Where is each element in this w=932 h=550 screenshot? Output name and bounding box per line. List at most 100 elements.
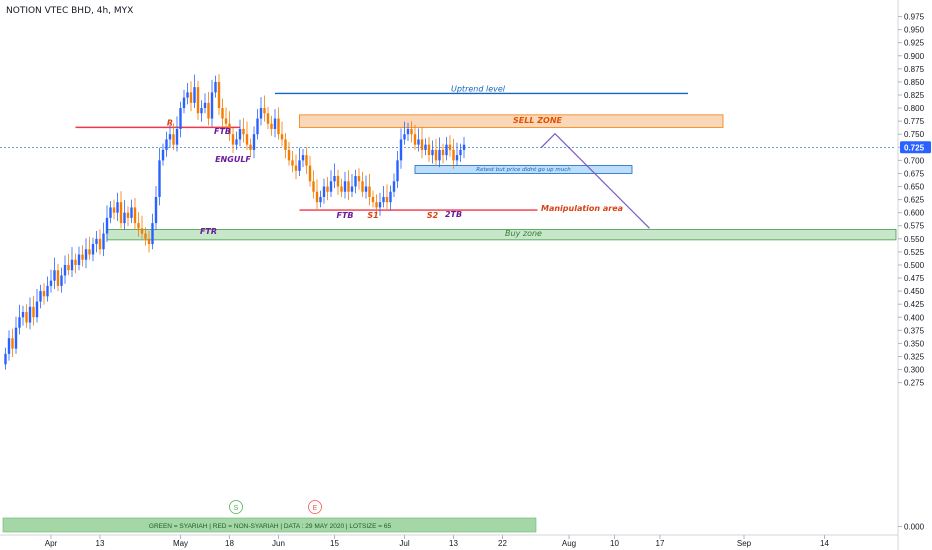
candle-body — [98, 238, 102, 250]
r-label: R — [167, 118, 173, 127]
candle-body — [235, 139, 238, 145]
candle-body — [326, 186, 329, 192]
candle-body — [200, 108, 203, 114]
candle-body — [203, 102, 207, 109]
time-tick-label: Jul — [399, 539, 409, 548]
price-tick-label: 0.825 — [904, 91, 925, 100]
candle-body — [49, 280, 53, 286]
candle-body — [46, 285, 49, 297]
candle-body — [77, 254, 81, 265]
engulf-label: ENGULF — [215, 155, 251, 164]
candle-body — [343, 181, 347, 192]
candle-body — [189, 92, 193, 103]
price-tick-label: 0.900 — [904, 52, 925, 61]
candle-body — [347, 181, 350, 192]
candle-body — [175, 128, 179, 145]
legend-footer-text: GREEN = SYARIAH | RED = NON-SYARIAH | DA… — [149, 523, 392, 530]
candle-body — [217, 81, 221, 109]
candle-body — [357, 176, 361, 182]
candle-body — [371, 196, 375, 203]
price-tick-label: 0.500 — [904, 261, 925, 270]
candle-body — [161, 149, 165, 161]
candle-body — [455, 155, 459, 161]
candle-body — [214, 81, 217, 93]
price-tick-label: 0.400 — [904, 313, 925, 322]
candle-body — [133, 207, 137, 224]
earnings-marker-icon[interactable] — [308, 500, 322, 514]
candle-body — [154, 196, 158, 224]
price-tick-label: 0.850 — [904, 78, 925, 87]
candle-body — [424, 144, 427, 150]
time-tick-label: Aug — [562, 539, 576, 548]
candle-body — [144, 233, 147, 239]
candle-body — [259, 108, 263, 119]
candle-body — [459, 149, 462, 156]
time-axis[interactable]: Apr 13 May 18 Jun 15 Jul 13 22 Aug 10 17 Sep 14 — [0, 534, 898, 548]
price-tick-label: 0.975 — [904, 13, 925, 22]
candle-body — [105, 217, 109, 234]
candle-body — [252, 134, 256, 150]
candle-body — [21, 312, 25, 318]
time-tick-label: 13 — [449, 539, 458, 548]
drawing-lines-layer — [0, 92, 896, 229]
candle-body — [301, 155, 305, 161]
sell-zone-box[interactable] — [299, 114, 724, 128]
candle-body — [182, 97, 186, 109]
candle-body — [280, 134, 284, 140]
candle-body — [168, 134, 172, 140]
candle-body — [378, 202, 382, 208]
candle-body — [438, 149, 441, 161]
candle-body — [231, 134, 235, 145]
candle-body — [109, 207, 112, 218]
candle-body — [441, 149, 445, 156]
candle-body — [210, 92, 214, 119]
time-tick-label: May — [173, 539, 188, 548]
candle-body — [28, 306, 32, 323]
candle-body — [179, 108, 182, 129]
projection-path[interactable] — [540, 132, 650, 229]
candle-body — [56, 270, 60, 286]
candle-body — [42, 291, 46, 297]
price-tick-label: 0.375 — [904, 326, 925, 335]
last-price-badge-bg — [900, 141, 931, 154]
candle-body — [221, 108, 224, 119]
s2-label: S2 — [427, 211, 439, 220]
candle-body — [354, 176, 357, 187]
split-marker-text: S — [234, 505, 239, 512]
time-tick-label: 17 — [656, 539, 665, 548]
time-tick-label: Apr — [45, 539, 58, 548]
candle-body — [123, 212, 126, 224]
earnings-marker-text: E — [313, 505, 318, 512]
split-marker-icon[interactable] — [229, 500, 243, 514]
price-tick-label: 0.600 — [904, 209, 925, 218]
candle-body — [417, 139, 420, 145]
price-tick-label: 0.950 — [904, 26, 925, 35]
candle-body — [410, 128, 413, 135]
candle-body — [158, 160, 161, 197]
two-tb-label: 2TB — [445, 210, 462, 219]
price-tick-label: 0.700 — [904, 156, 925, 165]
annotation-labels: Uptrend level SELL ZONE Buy zone Retest … — [149, 84, 623, 530]
price-axis[interactable]: 0.975 0.950 0.925 0.900 0.875 0.850 0.825 0.800… — [897, 0, 925, 550]
retest-box[interactable] — [414, 165, 633, 174]
candle-body — [389, 191, 392, 203]
time-tick-label: 15 — [330, 539, 339, 548]
candle-body — [228, 123, 231, 135]
candle-body — [305, 155, 308, 166]
candle-body — [245, 134, 249, 145]
candle-body — [368, 186, 371, 197]
buy-zone-box[interactable] — [106, 228, 897, 241]
candle-body — [312, 181, 315, 192]
price-tick-label: 0.325 — [904, 352, 925, 361]
price-tick-label: 0.425 — [904, 300, 925, 309]
candle-body — [224, 118, 228, 124]
candle-body — [263, 108, 266, 114]
price-tick-label: 0.625 — [904, 196, 925, 205]
candle-body — [137, 223, 140, 229]
retest-label: Retest but price didnt go up much — [476, 167, 571, 173]
candle-body — [294, 165, 298, 171]
candle-body — [207, 102, 210, 119]
price-tick-label: 0.000 — [904, 522, 925, 531]
candle-body — [151, 223, 154, 245]
